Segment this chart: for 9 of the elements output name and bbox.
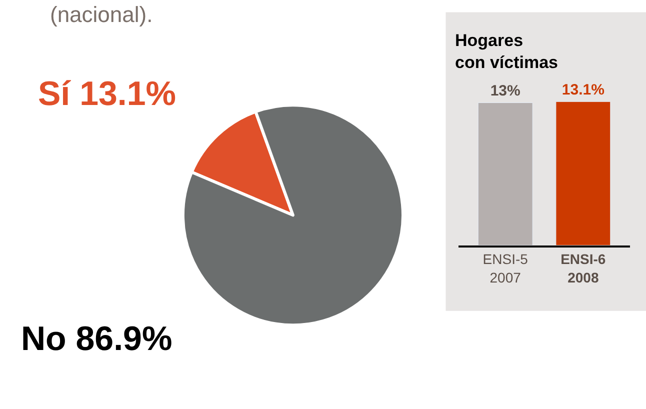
chart-title: Hogares con víctimas (455, 31, 558, 72)
data-label: 13% (490, 82, 520, 100)
x-tick-label: ENSI-6 2008 (560, 251, 606, 286)
slice-label: Sí 13.1% (38, 75, 176, 113)
slice-label: No 86.9% (21, 320, 172, 358)
pie-slice (181, 104, 404, 326)
data-label: 13.1% (562, 82, 604, 99)
x-tick-label: ENSI-5 2007 (482, 251, 528, 286)
chart-title: (nacional). (50, 2, 153, 27)
